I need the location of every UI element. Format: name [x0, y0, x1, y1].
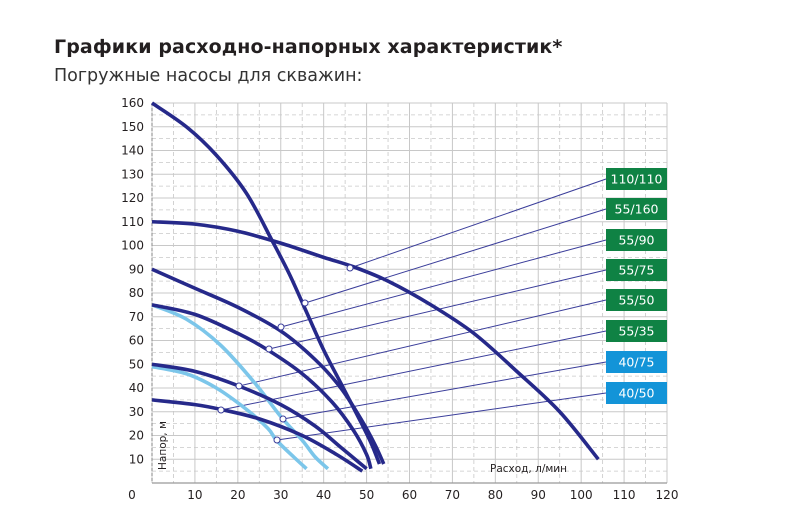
x-tick-label: 50: [359, 488, 374, 502]
marker-circle-icon: [301, 299, 309, 307]
leader-line: [220, 330, 607, 411]
x-tick-label: 120: [656, 488, 679, 502]
x-tick-label: 30: [273, 488, 288, 502]
series-label-box: [606, 289, 667, 311]
y-tick-label: 140: [121, 144, 144, 158]
y-tick-label: 40: [129, 381, 144, 395]
y-tick-label: 120: [121, 191, 144, 205]
series-labels: 110/110 55/160 55/90 55/75 55/50 55/35 40/75 40…: [606, 168, 667, 404]
y-tick-label: 30: [129, 405, 144, 419]
y-tick-label: 110: [121, 215, 144, 229]
pump-curves: [150, 101, 600, 473]
chart-subtitle: Погружные насосы для скважин:: [54, 66, 363, 86]
y-tick-label: 80: [129, 286, 144, 300]
y-tick-label: 20: [129, 429, 144, 443]
marker-circle-icon: [277, 323, 285, 331]
leader-line: [280, 239, 607, 328]
y-axis-title: Напор, м: [157, 421, 169, 470]
curve-55-35: [151, 398, 364, 473]
series-label-box: [606, 351, 667, 373]
x-tick-label: 0: [128, 488, 136, 502]
x-axis-title: Расход, л/мин: [490, 463, 567, 475]
leader-line: [349, 178, 607, 269]
x-tick-label: 110: [613, 488, 636, 502]
series-label-box: [606, 168, 667, 190]
y-axis-ticks: 10 20 30 40 50 60 70 80 90 100 110 120 130 140 150 160: [121, 96, 144, 466]
marker-circle-icon: [235, 382, 243, 390]
y-tick-label: 10: [129, 452, 144, 466]
curve-55-75: [151, 303, 373, 470]
leader-line: [304, 208, 607, 304]
x-tick-label: 20: [230, 488, 245, 502]
x-tick-label: 60: [402, 488, 417, 502]
y-tick-label: 160: [121, 96, 144, 110]
y-tick-label: 70: [129, 310, 144, 324]
x-tick-label: 70: [445, 488, 460, 502]
y-tick-label: 150: [121, 120, 144, 134]
x-tick-label: 10: [187, 488, 202, 502]
x-tick-label: 100: [570, 488, 593, 502]
series-label-text: 55/90: [618, 233, 654, 248]
marker-circle-icon: [273, 436, 281, 444]
series-label-text: 55/50: [618, 293, 654, 308]
series-label-text: 40/50: [618, 386, 654, 401]
marker-circle-icon: [217, 406, 225, 414]
series-label-box: [606, 198, 667, 220]
series-label-box: [606, 382, 667, 404]
marker-circle-icon: [265, 345, 273, 353]
series-label-text: 110/110: [611, 172, 663, 187]
series-label-text: 55/160: [615, 202, 659, 217]
x-axis-ticks: 0 10 20 30 40 50 60 70 80 90 100 110 120: [128, 488, 678, 502]
curve-40-75: [151, 303, 330, 471]
y-tick-label: 100: [121, 239, 144, 253]
curve-55-50: [151, 362, 368, 471]
curve-55-90: [151, 267, 386, 465]
curve-110-110: [151, 219, 600, 461]
series-label-box: [606, 229, 667, 251]
y-tick-label: 90: [129, 262, 144, 276]
series-label-text: 55/35: [618, 324, 654, 339]
curve-markers: [217, 264, 354, 444]
marker-circle-icon: [279, 415, 287, 423]
marker-circle-icon: [346, 264, 354, 272]
series-label-box: [606, 320, 667, 342]
y-tick-label: 50: [129, 357, 144, 371]
x-tick-label: 80: [488, 488, 503, 502]
x-tick-label: 40: [316, 488, 331, 502]
y-tick-label: 130: [121, 167, 144, 181]
series-label-text: 40/75: [618, 355, 654, 370]
y-tick-label: 60: [129, 334, 144, 348]
series-label-text: 55/75: [618, 263, 654, 278]
chart-title: Графики расходно-напорных характеристик*: [54, 36, 563, 58]
x-tick-label: 90: [531, 488, 546, 502]
series-label-box: [606, 259, 667, 281]
